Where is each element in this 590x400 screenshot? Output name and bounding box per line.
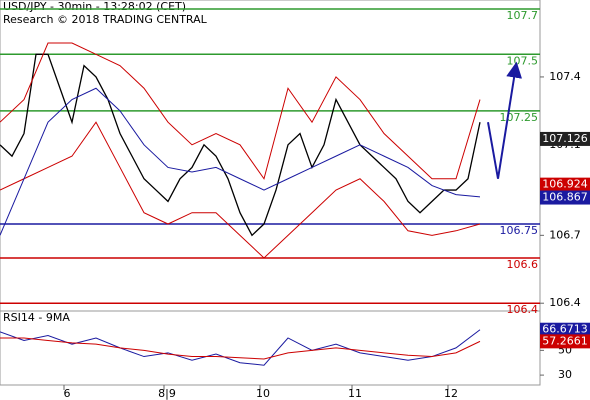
series-line [0,42,481,180]
series-line [0,329,481,366]
y-tick-label: 30 [558,368,572,381]
price-tag [540,177,590,192]
y-tick-label: 106.7 [549,228,581,241]
series-line [0,337,481,360]
price-tag-label: 106.867 [542,191,588,204]
price-tag [540,190,590,205]
level-label: 106.6 [507,258,539,271]
level-label: 106.75 [500,224,539,237]
y-tick-label: 107.4 [549,70,581,83]
forecast-arrow [487,61,523,179]
price-tag [540,334,590,349]
x-tick-label: 12 [444,387,458,400]
series-line [0,53,481,237]
chart-subtitle: Research © 2018 TRADING CENTRAL [3,13,208,26]
price-tag-label: 57.2661 [542,334,588,347]
price-tag-label: 107.126 [542,132,588,145]
price-tag [540,322,590,337]
x-tick-label: 11 [348,387,362,400]
series-line [0,121,481,259]
price-tag-label: 66.6713 [542,323,588,336]
plot-frame [0,0,541,386]
x-tick-label: 10 [256,387,270,400]
rsi-title: RSI14 - 9MA [3,311,70,324]
level-label: 107.7 [507,9,539,22]
level-label: 107.25 [500,111,539,124]
level-label: 107.5 [507,54,539,67]
y-tick-label: 106.4 [549,296,581,309]
x-tick-label: 8|9 [158,387,176,400]
series-line [0,87,481,236]
price-tag-label: 106.924 [542,178,588,191]
level-label: 106.4 [507,303,539,316]
chart-title: USD/JPY - 30min - 13:28:02 (CET) [3,0,186,13]
price-tag [540,131,590,146]
x-tick-label: 6 [64,387,71,400]
